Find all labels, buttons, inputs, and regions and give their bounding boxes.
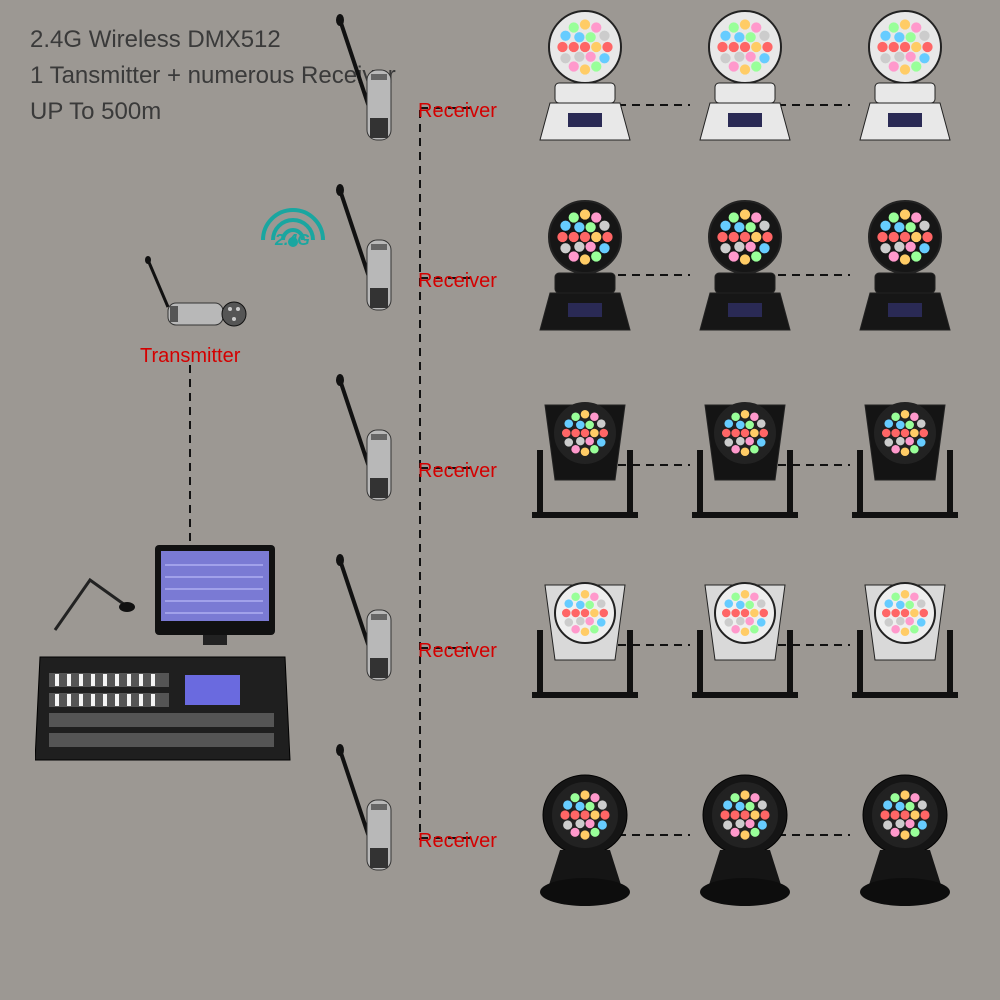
light-fixture [680,395,810,540]
light-fixture [840,5,970,160]
light-fixture [520,575,650,720]
light-fixture [680,770,810,925]
light-fixture [680,5,810,160]
wifi-24g-icon: 2.4G [253,200,333,255]
header-line-1: 2.4G Wireless DMX512 [30,26,281,54]
receiver-device [335,740,455,885]
receiver-device [335,10,455,155]
receiver-device [335,180,455,325]
light-fixture [840,770,970,925]
light-fixture [680,195,810,350]
wifi-24g-label: 2.4G [275,232,310,250]
light-fixture [840,575,970,720]
light-fixture [520,770,650,925]
receiver-label: Receiver [418,460,497,483]
receiver-label: Receiver [418,270,497,293]
transmitter-label: Transmitter [140,345,240,368]
light-fixture [680,575,810,720]
receiver-label: Receiver [418,640,497,663]
light-fixture [520,395,650,540]
light-fixture [520,195,650,350]
transmitter-device [138,255,248,350]
receiver-label: Receiver [418,830,497,853]
light-fixture [840,195,970,350]
receiver-device [335,370,455,515]
header-line-3: UP To 500m [30,98,161,126]
light-fixture [520,5,650,160]
lighting-console [35,545,295,780]
light-fixture [840,395,970,540]
receiver-label: Receiver [418,100,497,123]
receiver-device [335,550,455,695]
